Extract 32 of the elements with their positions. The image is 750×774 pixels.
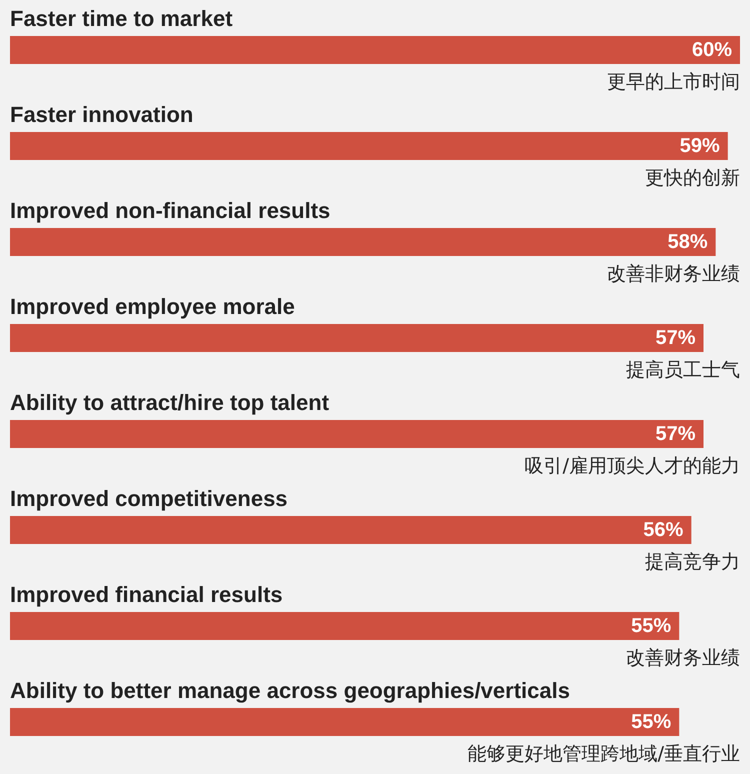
data-label: 59%: [680, 135, 720, 157]
y-tick-label: Ability to better manage across geographies/verticals: [10, 678, 570, 703]
annotation: 改善财务业绩: [626, 647, 740, 669]
bar: [10, 612, 680, 640]
data-label: 56%: [643, 519, 684, 541]
annotation: 提高竞争力: [645, 551, 740, 573]
bar: [10, 516, 692, 544]
y-tick-label: Faster innovation: [10, 102, 194, 127]
text: 能够更好地管理跨地域/垂直行业: [468, 743, 740, 765]
bar: [10, 228, 716, 256]
bar: [10, 708, 680, 736]
annotation: 提高员工士气: [626, 359, 740, 381]
data-label: 58%: [668, 231, 708, 253]
bar: [10, 36, 740, 64]
data-label: 57%: [655, 423, 696, 445]
y-tick-label: Improved competitiveness: [10, 486, 288, 511]
annotation: 更早的上市时间: [607, 71, 740, 93]
y-tick-label: Improved financial results: [10, 582, 283, 607]
data-label: 57%: [655, 327, 696, 349]
annotation: 改善非财务业绩: [607, 263, 740, 285]
data-label: 60%: [692, 39, 732, 61]
data-label: 55%: [631, 711, 672, 733]
bar: [10, 324, 704, 352]
annotation: 吸引/雇用顶尖人才的能力: [524, 455, 740, 477]
annotation: 更快的创新: [645, 167, 740, 189]
y-tick-label: Improved non-financial results: [10, 198, 330, 223]
data-label: 55%: [631, 615, 672, 637]
y-tick-label: Improved employee morale: [10, 294, 295, 319]
bar: [10, 132, 728, 160]
bar: [10, 420, 704, 448]
y-tick-label: Ability to attract/hire top talent: [10, 390, 330, 415]
y-tick-label: Faster time to market: [10, 6, 234, 31]
